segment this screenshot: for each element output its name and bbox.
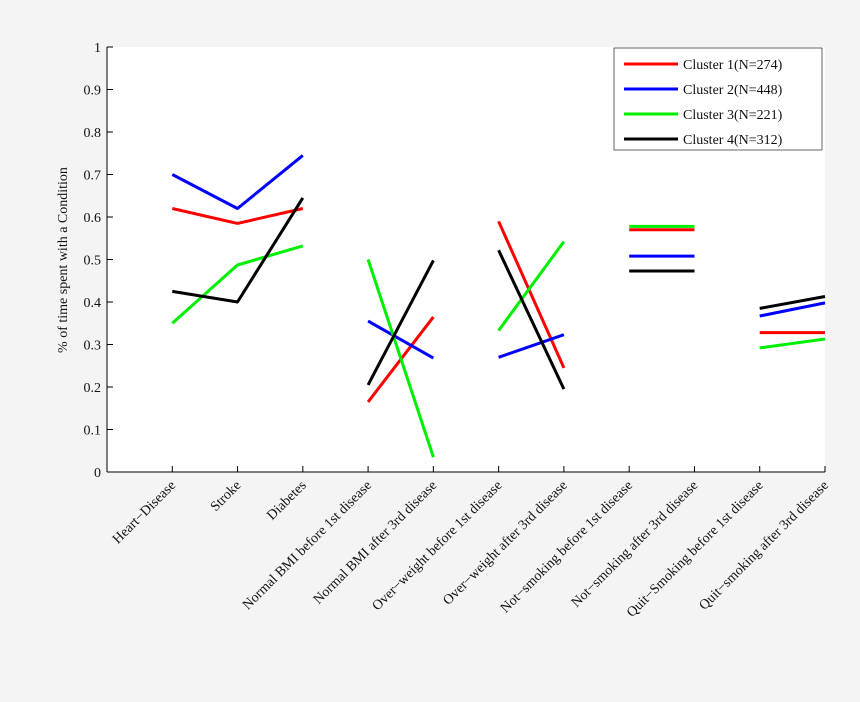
legend-label-cluster-3: Cluster 3(N=221) [683, 108, 783, 123]
x-tick-label: Normal BMI before 1st disease [240, 478, 375, 613]
series-line-cluster-1 [497, 220, 566, 369]
series-line-cluster-3 [366, 259, 435, 458]
series-line-cluster-2 [171, 154, 304, 210]
y-axis-label: % of time spent with a Condition [56, 167, 71, 353]
series-line-cluster-3 [171, 244, 304, 325]
x-tick-label: Stroke [208, 478, 244, 514]
y-tick-label: 0.8 [84, 126, 102, 141]
y-tick-label: 0.1 [84, 424, 102, 439]
y-tick-label: 0.2 [84, 381, 102, 396]
x-tick-label: Heart−Disease [110, 478, 179, 547]
y-tick-label: 0.6 [84, 211, 102, 226]
series-line-cluster-4 [366, 259, 435, 386]
series-line-cluster-3 [759, 337, 826, 350]
legend-label-cluster-2: Cluster 2(N=448) [683, 83, 783, 98]
series-line-cluster-1 [171, 207, 304, 225]
series-line-cluster-2 [367, 319, 435, 360]
y-tick-label: 1 [94, 41, 101, 56]
x-tick-label: Over−weight after 3rd disease [440, 478, 570, 608]
y-tick-label: 0.4 [84, 296, 102, 311]
x-tick-label: Diabetes [264, 478, 309, 523]
y-tick-label: 0.5 [84, 254, 102, 269]
series-lines [171, 154, 826, 458]
y-tick-label: 0 [94, 466, 101, 481]
series-line-cluster-2 [498, 333, 565, 359]
series-line-cluster-4 [172, 197, 305, 304]
x-tick-label: Normal BMI after 3rd disease [311, 478, 440, 607]
series-line-cluster-3 [497, 240, 566, 332]
legend-label-cluster-4: Cluster 4(N=312) [683, 133, 783, 148]
x-tick-label: Not−smoking after 3rd disease [569, 478, 701, 610]
legend: Cluster 1(N=274) Cluster 2(N=448) Cluster … [613, 47, 823, 151]
y-tick-label: 0.7 [84, 169, 102, 184]
x-tick-label: Over−weight before 1st disease [370, 478, 506, 614]
series-line-cluster-4 [497, 249, 566, 390]
legend-label-cluster-1: Cluster 1(N=274) [683, 58, 783, 73]
series-line-cluster-4 [759, 295, 826, 310]
series-line-cluster-2 [759, 301, 826, 318]
x-tick-label: Quit−Smoking before 1st disease [624, 478, 766, 620]
x-tick-label: Quit−smoking after 3rd disease [697, 478, 832, 613]
y-tick-label: 0.9 [84, 84, 102, 99]
x-tick-label: Not−smoking before 1st disease [498, 478, 636, 616]
y-tick-label: 0.3 [84, 339, 102, 354]
